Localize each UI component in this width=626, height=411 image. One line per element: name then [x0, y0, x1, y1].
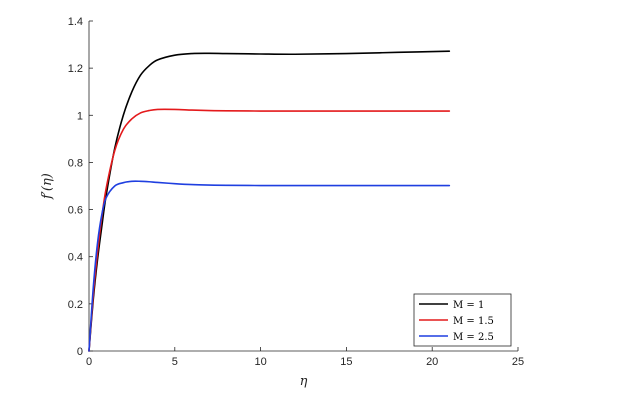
axes	[88, 21, 518, 352]
y-tick-label: 1.4	[68, 16, 83, 28]
ticks: 0 5 10 15 20 25 0 0.2 0.4 0.6 0.8 1 1.2 1.4	[68, 16, 524, 368]
x-tick-label: 0	[86, 356, 92, 368]
legend: M = 1 M = 1.5 M = 2.5	[413, 293, 512, 347]
y-tick-label: 0	[77, 346, 83, 358]
x-tick-label: 10	[254, 356, 266, 368]
series-layer	[88, 50, 451, 352]
legend-label: M = 1	[453, 300, 484, 311]
y-tick-label: 0.2	[68, 299, 83, 311]
y-tick-label: 1	[77, 110, 83, 122]
x-tick-label: 25	[512, 356, 524, 368]
x-tick-label: 20	[426, 356, 438, 368]
y-axis-label: f′(η)	[40, 173, 55, 200]
legend-label: M = 1.5	[453, 316, 494, 327]
y-tick-label: 0.4	[68, 252, 83, 264]
series-line-3	[88, 180, 451, 352]
x-tick-label: 5	[172, 356, 178, 368]
y-tick-label: 0.8	[68, 157, 83, 169]
y-tick-label: 1.2	[68, 63, 83, 75]
series-line-2	[88, 108, 451, 352]
legend-label: M = 2.5	[453, 332, 494, 343]
y-tick-label: 0.6	[68, 205, 83, 217]
x-tick-label: 15	[340, 356, 352, 368]
x-axis-label: η	[300, 374, 308, 389]
series-line-1	[88, 50, 451, 352]
